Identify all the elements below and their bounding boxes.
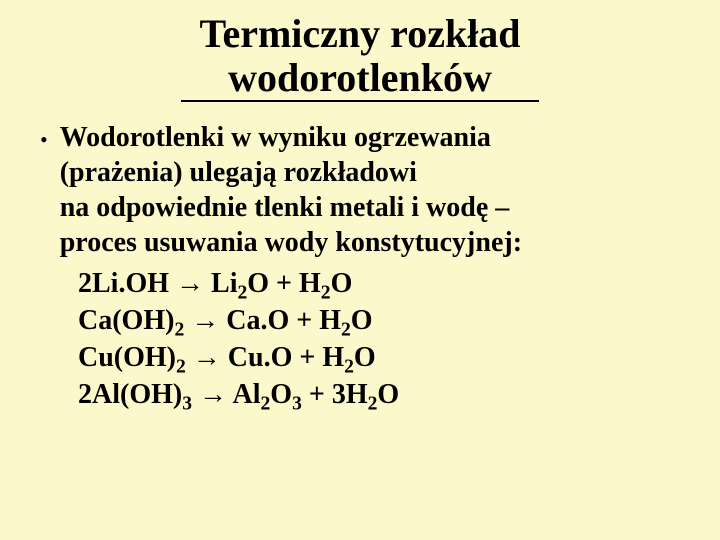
equation-2: Ca(OH)2 → Ca.O + H2O — [78, 303, 680, 338]
para-line-2: (prażenia) ulegają rozkładowi — [60, 157, 417, 188]
para-line-3: na odpowiednie tlenki metali i wodę – — [60, 192, 510, 223]
bullet-text: Wodorotlenki w wyniku ogrzewania (prażen… — [60, 120, 522, 260]
para-line-1: Wodorotlenki w wyniku ogrzewania — [60, 122, 491, 153]
slide: Termiczny rozkład wodorotlenków • Wodoro… — [0, 0, 720, 540]
bullet-item: • Wodorotlenki w wyniku ogrzewania (praż… — [40, 120, 680, 260]
equation-3: Cu(OH)2 → Cu.O + H2O — [78, 340, 680, 375]
equations-block: 2Li.OH → Li2O + H2O Ca(OH)2 → Ca.O + H2O… — [78, 266, 680, 412]
equation-1: 2Li.OH → Li2O + H2O — [78, 266, 680, 301]
title-line-2: wodorotlenków — [228, 55, 492, 100]
title-underline — [181, 100, 540, 102]
slide-content: • Wodorotlenki w wyniku ogrzewania (praż… — [28, 120, 692, 412]
para-line-4: proces usuwania wody konstytucyjnej: — [60, 227, 522, 258]
slide-title: Termiczny rozkład wodorotlenków — [28, 12, 692, 102]
equation-4: 2Al(OH)3 → Al2O3 + 3H2O — [78, 377, 680, 412]
bullet-marker: • — [40, 126, 48, 154]
title-line-1: Termiczny rozkład — [199, 11, 520, 56]
